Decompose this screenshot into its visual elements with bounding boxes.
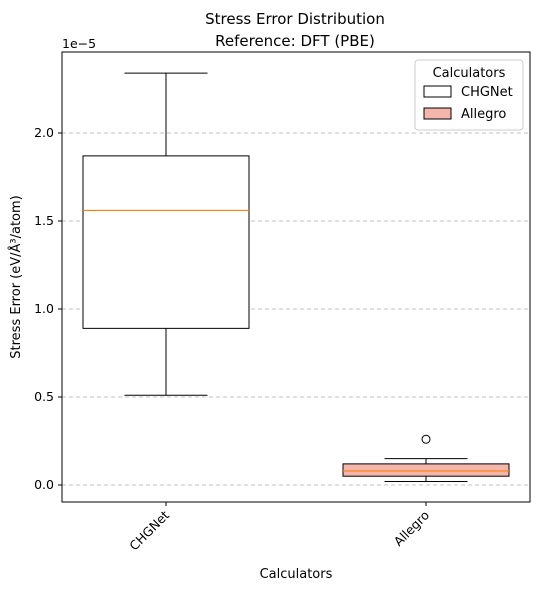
legend-swatch-chgnet <box>423 85 452 98</box>
box-chgnet <box>82 72 250 396</box>
y-tick-label: 2.0 <box>34 125 54 140</box>
outlier-point <box>421 434 431 444</box>
iqr-box <box>82 155 250 329</box>
box-allegro <box>342 434 510 482</box>
chart-title-line-1: Stress Error Distribution <box>205 10 385 28</box>
x-tick-label: CHGNet <box>126 507 172 553</box>
y-tick-label: 1.0 <box>34 301 54 316</box>
legend-label-chgnet: CHGNet <box>461 85 513 100</box>
x-axis-label: Calculators <box>260 567 333 582</box>
y-ticks: 0.0 0.5 1.0 1.5 2.0 <box>34 125 62 492</box>
y-offset-label: 1e−5 <box>62 36 96 51</box>
y-axis-label: Stress Error (eV/Å³/atom) <box>8 195 24 358</box>
x-tick-label: Allegro <box>391 508 432 549</box>
y-tick-label: 0.5 <box>34 389 54 404</box>
box-elements <box>82 72 510 482</box>
x-ticks: CHGNet Allegro <box>126 502 432 553</box>
y-tick-label: 1.5 <box>34 213 54 228</box>
legend-swatch-allegro <box>423 107 452 120</box>
legend-label-allegro: Allegro <box>461 107 506 122</box>
iqr-box <box>342 463 510 477</box>
plot-frame <box>61 51 531 503</box>
chart-title-line-2: Reference: DFT (PBE) <box>215 32 375 50</box>
legend-title: Calculators <box>433 66 506 81</box>
y-tick-label: 0.0 <box>34 477 54 492</box>
legend: Calculators CHGNet Allegro <box>414 59 524 131</box>
